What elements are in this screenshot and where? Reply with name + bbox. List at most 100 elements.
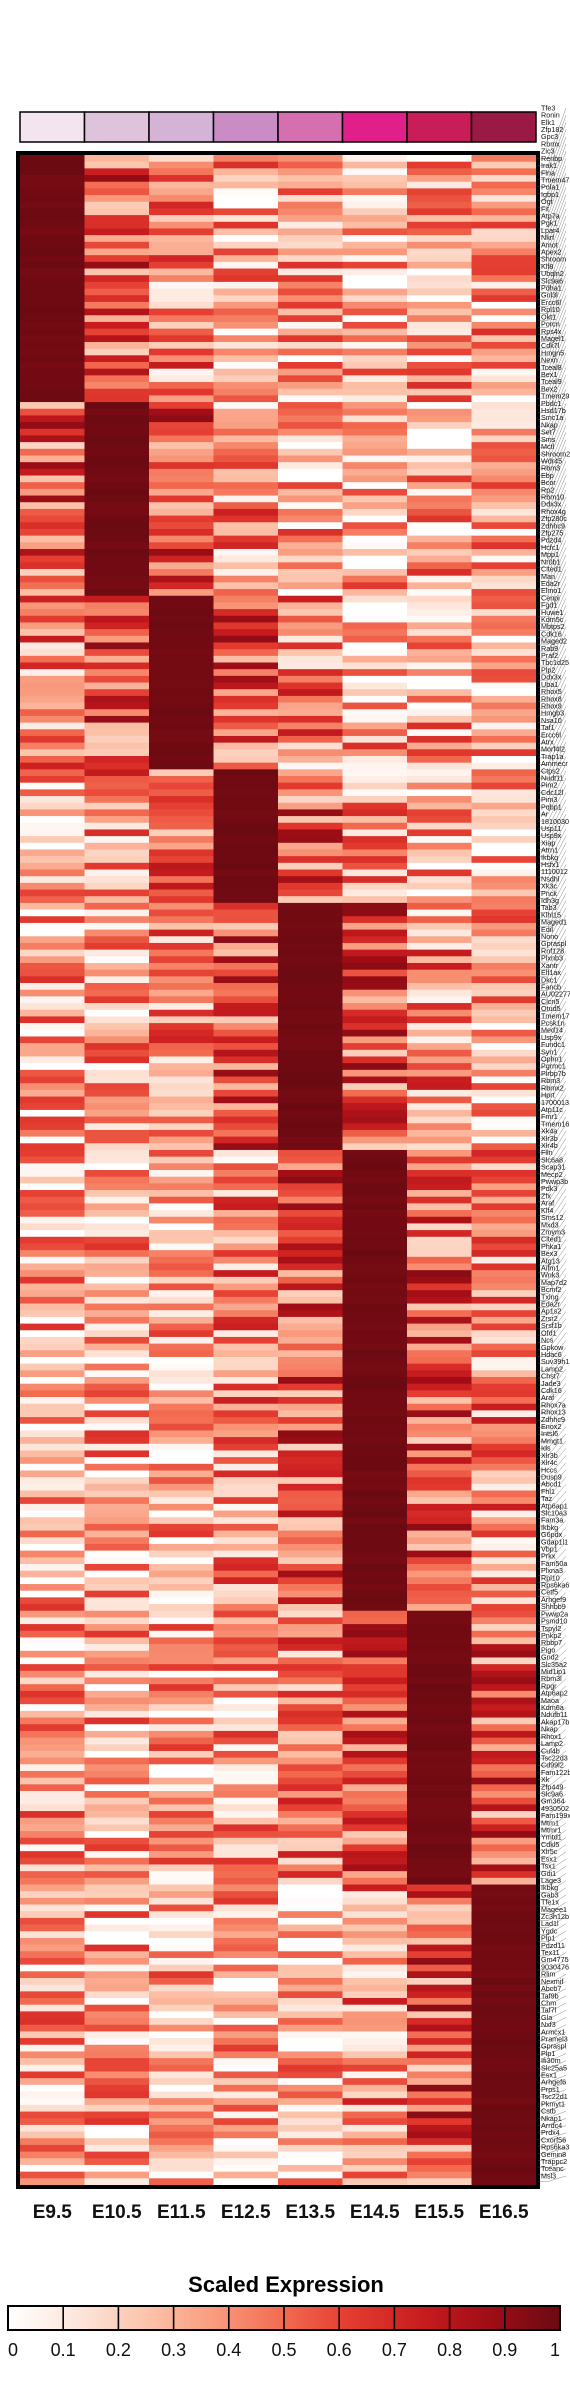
gene-leader-line [538, 309, 567, 357]
gene-leader-line [538, 554, 567, 596]
heatmap-cell [471, 1597, 537, 1605]
heatmap-cell [342, 2098, 408, 2106]
heatmap-cell [20, 1417, 85, 1425]
heatmap-cell [20, 1190, 85, 1198]
heatmap-cell [213, 1163, 279, 1171]
heatmap-cell [278, 1677, 343, 1685]
heatmap-cell [213, 829, 279, 837]
heatmap-cell [20, 1684, 85, 1692]
heatmap-cell [407, 1557, 472, 1565]
gene-leader-line [538, 403, 567, 448]
heatmap-cell [84, 281, 150, 289]
gene-label: Enox2 [541, 1422, 561, 1431]
heatmap-cell [278, 1911, 343, 1919]
heatmap-cell [278, 1510, 343, 1518]
heatmap-cell [407, 809, 472, 817]
heatmap-cell [407, 922, 472, 931]
gene-leader-line [538, 1613, 567, 1632]
heatmap-cell [342, 1109, 408, 1117]
heatmap-cell [149, 1236, 214, 1244]
gene-label: Fgd1 [541, 601, 557, 610]
gene-leader-line [538, 280, 567, 328]
heatmap-cell [471, 1423, 537, 1431]
heatmap-cell [84, 1116, 150, 1124]
heatmap-cell [149, 155, 214, 163]
gene-leader-line [538, 1945, 567, 1957]
heatmap-cell [149, 1296, 214, 1304]
heatmap-cell [84, 1483, 150, 1491]
heatmap-cell [342, 1737, 408, 1745]
heatmap-cell [471, 882, 537, 890]
gene-leader-line [538, 1311, 567, 1336]
heatmap-cell [407, 1256, 472, 1264]
heatmap-cell [471, 622, 537, 630]
heatmap-cell [278, 1450, 343, 1458]
heatmap-cell [84, 2098, 150, 2106]
heatmap-cell [471, 1210, 537, 1218]
gene-leader-line [538, 540, 567, 582]
gene-leader-line [538, 316, 567, 364]
heatmap-cell [20, 208, 85, 216]
heatmap-cell [213, 535, 279, 543]
gene-leader-line [538, 2139, 567, 2147]
heatmap-cell [84, 1350, 150, 1358]
heatmap-cell [407, 615, 472, 623]
heatmap-cell [407, 161, 472, 169]
heatmap-cell [407, 1597, 472, 1605]
heatmap-cell [342, 1884, 408, 1892]
gene-leader-line [538, 1397, 567, 1421]
heatmap-cell [213, 1817, 279, 1825]
heatmap-cell [149, 1937, 214, 1946]
heatmap-cell [20, 822, 85, 830]
heatmap-cell [342, 462, 408, 470]
gene-leader-line [538, 179, 567, 230]
heatmap-cell [20, 388, 85, 396]
gene-label: Gpraspl [541, 939, 567, 948]
heatmap-cell [342, 1330, 408, 1338]
heatmap-cell [471, 569, 537, 577]
heatmap-cell [149, 1103, 214, 1111]
heatmap-cell [213, 1076, 279, 1084]
heatmap-cell [84, 1303, 150, 1311]
heatmap-cell [471, 842, 537, 850]
gene-label: Aifm1 [541, 1263, 559, 1272]
heatmap-cell [278, 1877, 343, 1885]
heatmap-cell [20, 1116, 85, 1124]
heatmap-cell [342, 595, 408, 603]
gene-leader-line [538, 1873, 567, 1886]
heatmap-cell [407, 569, 472, 577]
heatmap-cell [407, 1523, 472, 1531]
stage-swatch-E15.5 [406, 111, 473, 143]
heatmap-cell [149, 1470, 214, 1478]
heatmap-cell [407, 582, 472, 590]
heatmap-cell [471, 816, 537, 824]
gene-leader-line [538, 965, 567, 998]
heatmap-cell [471, 1904, 537, 1912]
heatmap-cell [149, 702, 214, 710]
heatmap-cell [471, 175, 537, 183]
heatmap-cell [149, 1917, 214, 1925]
gene-leader-line [538, 1462, 567, 1484]
heatmap-cell [213, 1737, 279, 1745]
heatmap-cell [149, 502, 214, 510]
heatmap-cell [84, 1604, 150, 1612]
heatmap-cell [278, 675, 343, 683]
heatmap-cell [213, 662, 279, 670]
heatmap-cell [20, 1897, 85, 1905]
heatmap-cell [84, 1216, 150, 1224]
heatmap-cell [149, 1356, 214, 1365]
heatmap-cell [213, 1764, 279, 1772]
gene-label: Mxd3 [541, 1220, 559, 1229]
gene-leader-line [538, 1116, 567, 1146]
heatmap-cell [213, 2104, 279, 2112]
heatmap-cell [342, 1937, 408, 1946]
heatmap-cell [84, 1917, 150, 1925]
heatmap-cell [342, 2131, 408, 2139]
heatmap-cell [342, 2138, 408, 2146]
heatmap-cell [149, 1483, 214, 1491]
heatmap-cell [278, 902, 343, 910]
heatmap-cell [149, 1557, 214, 1565]
heatmap-cell [342, 161, 408, 169]
heatmap-cell [278, 562, 343, 570]
heatmap-cell [407, 1417, 472, 1425]
